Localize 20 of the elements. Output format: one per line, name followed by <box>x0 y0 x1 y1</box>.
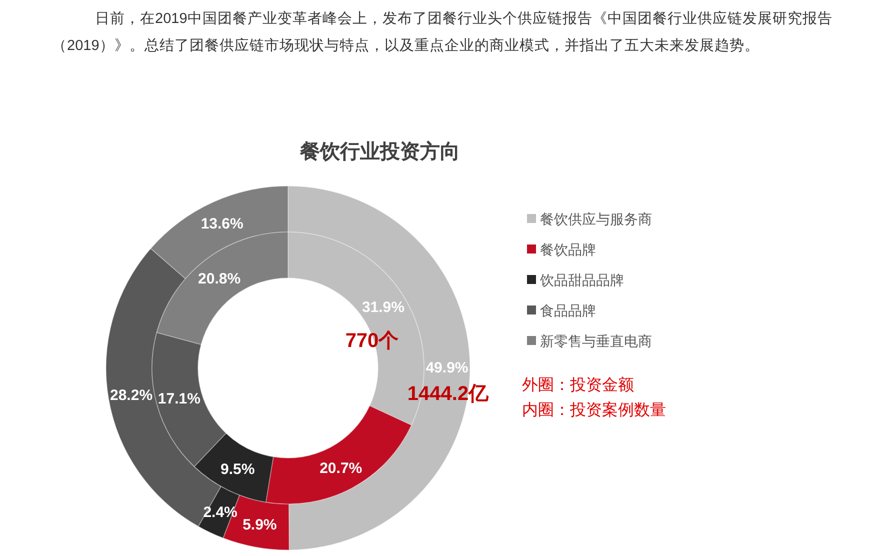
text: 内圈：投资案例数量 <box>522 401 666 419</box>
data-label: 9.5% <box>220 461 255 478</box>
data-label: 13.6% <box>200 215 244 232</box>
legend-label: 新零售与垂直电商 <box>540 333 652 349</box>
data-label: 20.8% <box>198 270 241 288</box>
text: 770个 <box>345 330 399 352</box>
chart-title: 餐饮行业投资方向 <box>299 140 460 163</box>
data-label: 49.9% <box>426 360 468 376</box>
data-label: 20.7% <box>320 460 362 477</box>
legend-label: 餐饮品牌 <box>540 242 596 258</box>
legend-label: 餐饮供应与服务商 <box>540 211 652 227</box>
data-label: 31.9% <box>362 299 404 316</box>
legend-label: 饮品甜品品牌 <box>539 272 624 288</box>
legend-label: 食品品牌 <box>540 302 596 318</box>
data-label: 28.2% <box>110 386 153 404</box>
data-label: 5.9% <box>242 516 277 534</box>
text: 1444.2亿 <box>407 383 490 405</box>
text: 外圈：投资金额 <box>522 376 634 394</box>
data-label: 17.1% <box>158 390 200 408</box>
text: 日前，在2019中国团餐产业变革者峰会上，发布了团餐行业头个供应链报告《中国团餐行业供应链发展研究报告（2019）》。总结了团餐供应链市场现状与特点，以及重点企业的商业模式，并指出了五大未来发展趋势。 <box>52 10 834 56</box>
